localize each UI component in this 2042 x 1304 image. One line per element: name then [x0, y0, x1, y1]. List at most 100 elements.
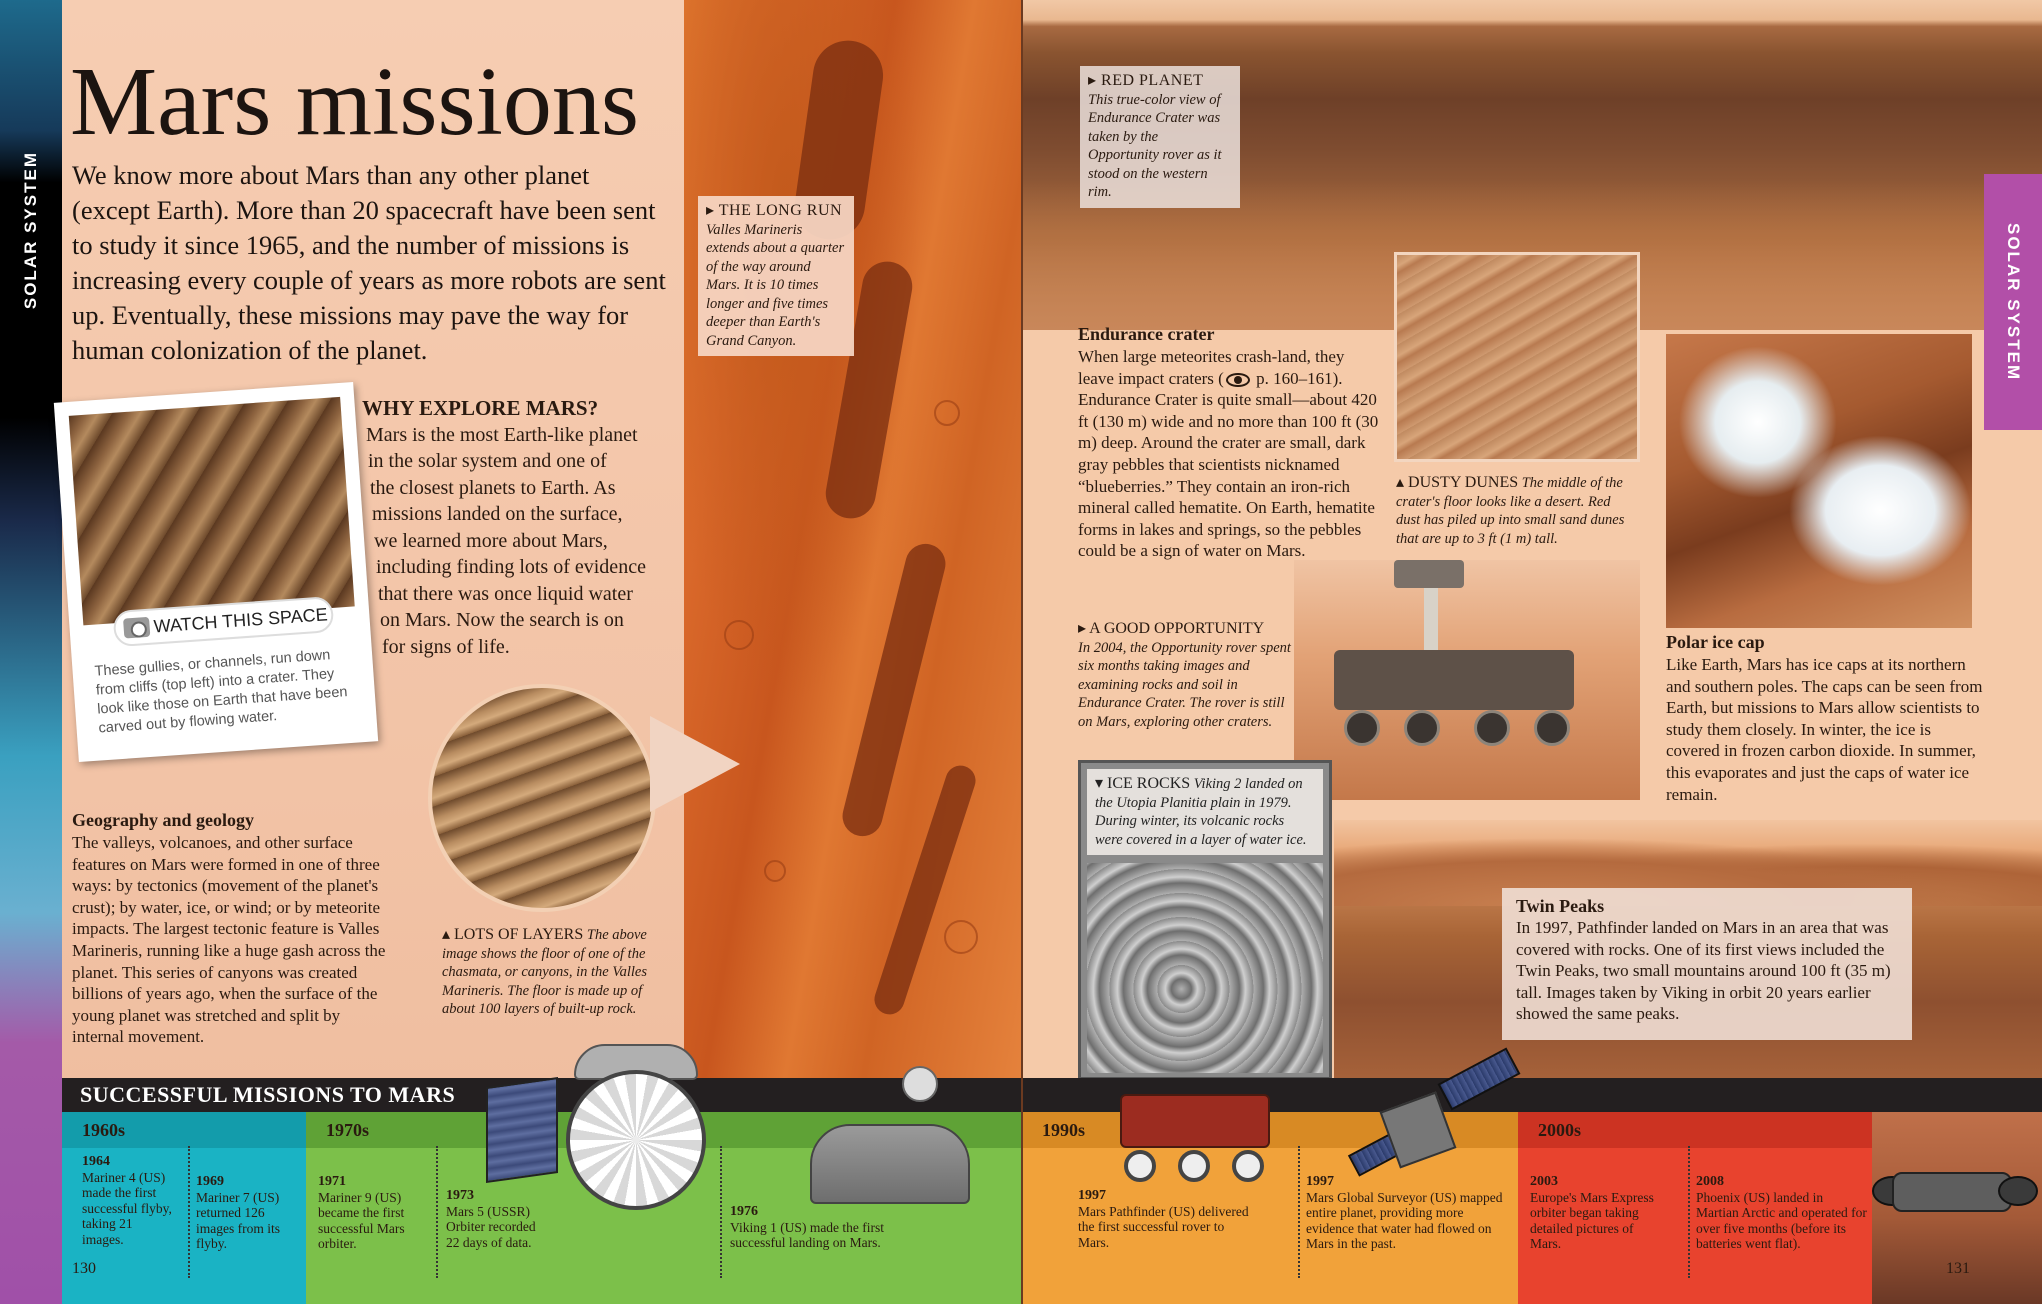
- geography-text: The valleys, volcanoes, and other surfac…: [72, 833, 386, 1047]
- left-tab-label-wrap: SOLAR SYSTEM: [0, 0, 62, 460]
- gullies-photo: [68, 396, 355, 626]
- pathfinder-wheel: [1232, 1150, 1264, 1182]
- entry-text: Mars Pathfinder (US) delivered the first…: [1078, 1203, 1249, 1250]
- lots-of-layers-caption: ▴ LOTS OF LAYERS The above image shows t…: [442, 926, 652, 1019]
- page-number-right: 131: [1946, 1260, 1970, 1277]
- ice-rocks-caption: ▾ ICE ROCKS Viking 2 landed on the Utopi…: [1087, 769, 1323, 855]
- twin-peaks-box: Twin Peaks In 1997, Pathfinder landed on…: [1502, 888, 1912, 1040]
- good-opportunity-caption: ▸ A GOOD OPPORTUNITY In 2004, the Opport…: [1078, 620, 1298, 731]
- left-side-tab: [0, 0, 62, 1304]
- timeline-entry: 1969 Mariner 7 (US) returned 126 images …: [196, 1174, 300, 1252]
- long-run-head: ▸ THE LONG RUN: [706, 202, 843, 219]
- entry-divider: [436, 1146, 438, 1278]
- entry-year: 1973: [446, 1188, 474, 1203]
- entry-divider: [1688, 1146, 1690, 1278]
- entry-divider: [1298, 1146, 1300, 1278]
- rover-wheel: [1474, 710, 1510, 746]
- rover-wheel: [1344, 710, 1380, 746]
- rover-wheel: [1534, 710, 1570, 746]
- geography-heading: Geography and geology: [72, 810, 255, 830]
- why-explore-line: the closest planets to Earth. As: [370, 477, 616, 499]
- entry-text: Mars 5 (USSR) Orbiter recorded 22 days o…: [446, 1203, 536, 1250]
- red-planet-caption: ▸ RED PLANET This true-color view of End…: [1080, 66, 1240, 208]
- lots-of-layers-head: ▴ LOTS OF LAYERS: [442, 926, 584, 943]
- red-planet-head: ▸ RED PLANET: [1088, 72, 1204, 89]
- lots-of-layers-text: The above image shows the floor of one o…: [442, 927, 647, 1017]
- endurance-text-before: When large meteorites crash-land, they l…: [1078, 347, 1345, 388]
- entry-text: Mariner 7 (US) returned 126 images from …: [196, 1189, 280, 1252]
- endurance-text: When large meteorites crash-land, they l…: [1078, 346, 1380, 562]
- polar-ice-cap-image: [1666, 334, 1972, 628]
- entry-year: 1971: [318, 1174, 346, 1189]
- ice-rocks-text: Viking 2 landed on the Utopia Planitia p…: [1095, 776, 1307, 848]
- timeline-entry: 1971 Mariner 9 (US) became the first suc…: [318, 1174, 434, 1252]
- phoenix-lander-image: [1872, 1112, 2042, 1304]
- endurance-page-ref[interactable]: p. 160–161: [1256, 368, 1333, 388]
- timeline-entry: 1964 Mariner 4 (US) made the first succe…: [82, 1154, 174, 1247]
- why-explore-line: missions landed on the surface,: [372, 503, 623, 525]
- why-explore-line: for signs of life.: [382, 636, 510, 658]
- watch-this-space-label: WATCH THIS SPACE: [152, 603, 329, 636]
- rover-wheel: [1404, 710, 1440, 746]
- page-number-left: 130: [72, 1260, 96, 1277]
- polar-heading: Polar ice cap: [1666, 632, 1765, 652]
- entry-text: Europe's Mars Express orbiter began taki…: [1530, 1189, 1654, 1252]
- why-explore-line: on Mars. Now the search is on: [380, 609, 624, 631]
- why-explore-line: in the solar system and one of: [368, 450, 607, 472]
- timeline-entry: 1973 Mars 5 (USSR) Orbiter recorded 22 d…: [446, 1188, 552, 1250]
- entry-text: Mariner 4 (US) made the first successful…: [82, 1169, 172, 1247]
- why-explore-line: we learned more about Mars,: [374, 530, 608, 552]
- timeline-entry: 1997 Mars Pathfinder (US) delivered the …: [1078, 1188, 1250, 1250]
- decade-band-1960s: 1960s: [62, 1112, 306, 1304]
- left-tab-label: SOLAR SYSTEM: [21, 150, 40, 310]
- good-opportunity-text: In 2004, the Opportunity rover spent six…: [1078, 639, 1291, 730]
- entry-year: 1997: [1078, 1188, 1106, 1203]
- endurance-text-after: ). Endurance Crater is quite small—about…: [1078, 368, 1379, 561]
- intro-paragraph: We know more about Mars than any other p…: [72, 160, 666, 365]
- entry-text: Mariner 9 (US) became the first successf…: [318, 1189, 405, 1252]
- entry-year: 2003: [1530, 1174, 1558, 1189]
- timeline-title-bar: [62, 1078, 2042, 1112]
- entry-year: 1976: [730, 1204, 758, 1219]
- why-explore-line: including finding lots of evidence: [376, 556, 646, 578]
- mars5-solar-panel: [486, 1076, 558, 1184]
- timeline-entry: 1997 Mars Global Surveyor (US) mapped en…: [1306, 1174, 1506, 1252]
- ice-rocks-panel: ▾ ICE ROCKS Viking 2 landed on the Utopi…: [1078, 760, 1332, 1080]
- decade-label: 1960s: [62, 1112, 306, 1148]
- ice-rocks-photo: [1087, 863, 1323, 1073]
- canyon-floor-layers-image: [428, 684, 656, 912]
- good-opportunity-head: ▸ A GOOD OPPORTUNITY: [1078, 620, 1265, 637]
- timeline-entry: 2003 Europe's Mars Express orbiter began…: [1530, 1174, 1660, 1252]
- entry-text: Viking 1 (US) made the first successful …: [730, 1219, 885, 1251]
- opportunity-rover-image: [1294, 560, 1640, 800]
- long-run-text: Valles Marineris extends about a quarter…: [706, 221, 845, 349]
- dusty-dunes-head: ▴ DUSTY DUNES: [1396, 474, 1519, 491]
- dusty-dunes-image: [1394, 252, 1640, 462]
- entry-text: Phoenix (US) landed in Martian Arctic an…: [1696, 1189, 1867, 1252]
- rover-mast: [1424, 570, 1438, 660]
- rover-body: [1334, 650, 1574, 710]
- entry-year: 1964: [82, 1154, 110, 1169]
- dusty-dunes-text: The middle of the crater's floor looks l…: [1396, 475, 1625, 547]
- camera-icon: [123, 616, 151, 639]
- layers-pointer-arrow: [650, 716, 740, 812]
- eye-icon: [1225, 372, 1250, 387]
- entry-year: 1997: [1306, 1174, 1334, 1189]
- watch-this-space-card: WATCH THIS SPACE These gullies, or chann…: [53, 381, 379, 763]
- why-explore-line: Mars is the most Earth-like planet: [366, 424, 638, 446]
- viking-lander: [810, 1124, 970, 1204]
- watch-this-space-text: These gullies, or channels, run down fro…: [94, 647, 348, 737]
- ice-rocks-head: ▾ ICE ROCKS: [1095, 775, 1191, 792]
- book-spine: [1021, 0, 1023, 1304]
- entry-year: 2008: [1696, 1174, 1724, 1189]
- red-planet-text: This true-color view of Endurance Crater…: [1088, 91, 1222, 201]
- entry-year: 1969: [196, 1174, 224, 1189]
- twin-peaks-heading: Twin Peaks: [1516, 896, 1605, 916]
- endurance-heading: Endurance crater: [1078, 324, 1215, 344]
- why-explore-heading: WHY EXPLORE MARS?: [362, 396, 599, 420]
- page-title: Mars missions: [70, 48, 640, 156]
- timeline-entry: 2008 Phoenix (US) landed in Martian Arct…: [1696, 1174, 1868, 1252]
- dusty-dunes-caption: ▴ DUSTY DUNES The middle of the crater's…: [1396, 474, 1636, 548]
- valles-marineris-image: [684, 0, 1022, 1078]
- pathfinder-wheel: [1178, 1150, 1210, 1182]
